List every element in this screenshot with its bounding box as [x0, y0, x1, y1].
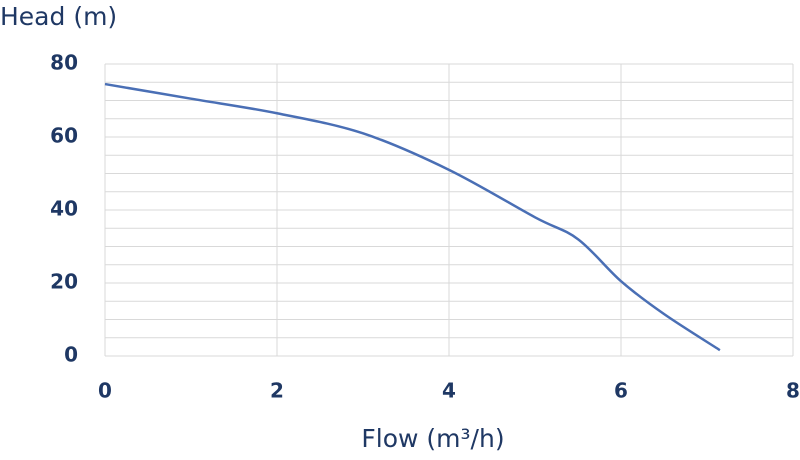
x-tick-label: 2 [270, 379, 284, 403]
y-tick-label: 80 [50, 51, 78, 75]
y-axis-label: Head (m) [0, 2, 117, 31]
x-tick-label: 0 [98, 379, 112, 403]
y-tick-label: 0 [64, 343, 78, 367]
y-tick-label: 20 [50, 270, 78, 294]
y-tick-label: 40 [50, 197, 78, 221]
x-tick-label: 8 [786, 379, 800, 403]
x-axis-label: Flow (m³/h) [361, 424, 504, 453]
x-tick-label: 4 [442, 379, 456, 403]
x-tick-label: 6 [614, 379, 628, 403]
y-tick-label: 60 [50, 124, 78, 148]
line-series [104, 82, 721, 352]
